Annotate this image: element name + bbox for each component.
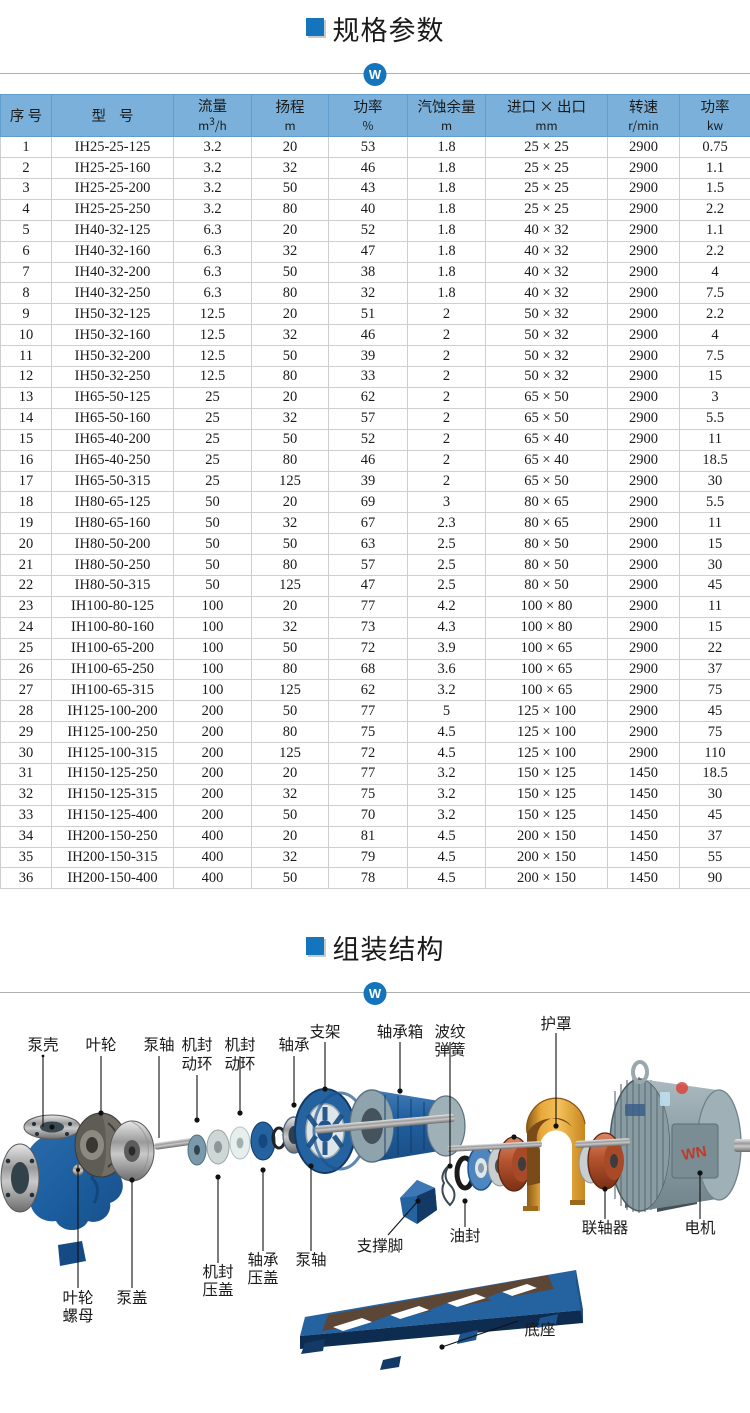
svg-text:联轴器: 联轴器 — [582, 1216, 629, 1238]
svg-text:动环: 动环 — [224, 1052, 255, 1074]
svg-text:泵轴: 泵轴 — [143, 1033, 174, 1055]
svg-text:轴承箱: 轴承箱 — [377, 1020, 424, 1042]
svg-text:底座: 底座 — [524, 1318, 555, 1340]
svg-text:护罩: 护罩 — [540, 1012, 571, 1034]
svg-text:压盖: 压盖 — [202, 1278, 233, 1300]
svg-text:泵壳: 泵壳 — [27, 1033, 58, 1055]
svg-text:螺母: 螺母 — [62, 1304, 93, 1326]
svg-text:电机: 电机 — [684, 1216, 716, 1238]
svg-text:油封: 油封 — [449, 1224, 480, 1246]
svg-text:支架: 支架 — [309, 1020, 340, 1042]
svg-text:弹簧: 弹簧 — [434, 1038, 465, 1060]
svg-text:叶轮: 叶轮 — [85, 1033, 116, 1055]
svg-text:动环: 动环 — [181, 1052, 212, 1074]
svg-text:泵盖: 泵盖 — [116, 1286, 147, 1308]
svg-text:支撑脚: 支撑脚 — [357, 1234, 404, 1256]
svg-text:压盖: 压盖 — [247, 1266, 278, 1288]
svg-text:泵轴: 泵轴 — [295, 1248, 326, 1270]
svg-text:轴承: 轴承 — [278, 1033, 309, 1055]
